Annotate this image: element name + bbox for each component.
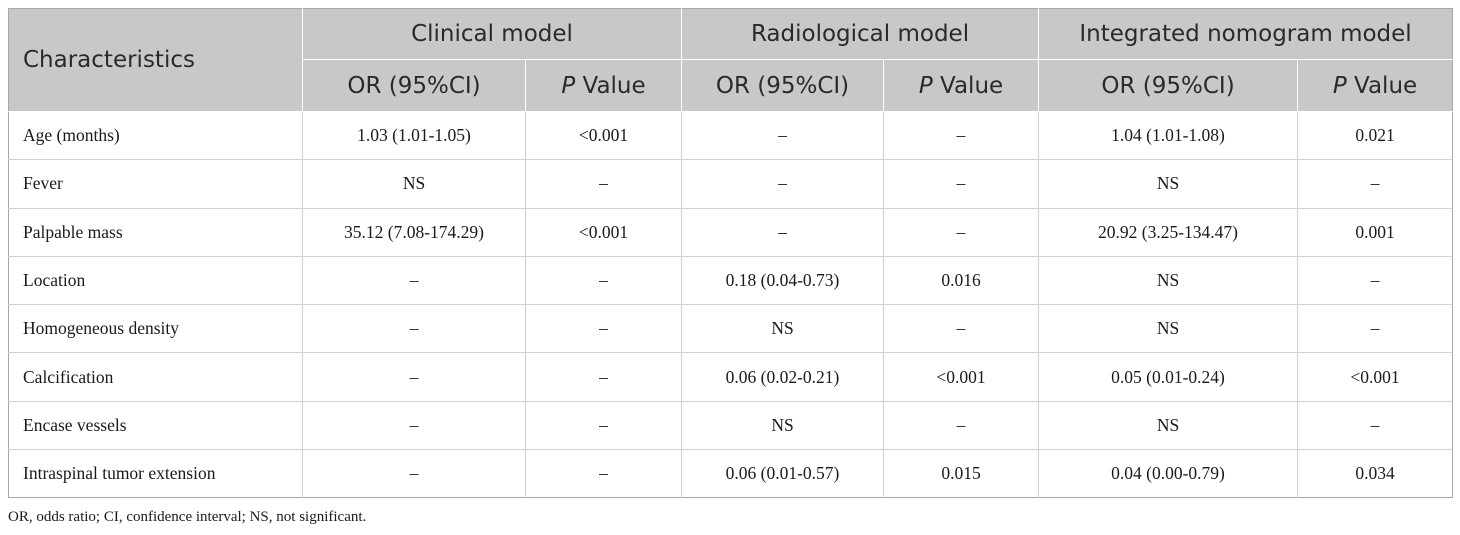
- cell-integrated-p: 0.001: [1297, 208, 1453, 257]
- cell-radiological-or: NS: [681, 401, 884, 451]
- cell-radiological-p: 0.015: [882, 449, 1039, 498]
- cell-radiological-p: –: [882, 304, 1039, 354]
- cell-characteristic: Palpable mass: [8, 208, 303, 257]
- cell-radiological-or: –: [681, 159, 884, 209]
- cell-radiological-or: 0.06 (0.01-0.57): [681, 449, 884, 498]
- cell-integrated-p: <0.001: [1297, 352, 1453, 402]
- table-row: Intraspinal tumor extension – –0.06 (0.01-…: [9, 449, 1453, 498]
- header-integrated-nomogram-model: Integrated nomogram model: [1038, 8, 1453, 60]
- cell-integrated-p: 0.021: [1297, 111, 1453, 161]
- cell-clinical-or: –: [302, 352, 526, 402]
- cell-clinical-p: –: [525, 256, 682, 306]
- cell-characteristic: Homogeneous density: [8, 304, 303, 354]
- header-row-groups: Characteristics Clinical model Radiologi…: [8, 8, 1453, 112]
- cell-clinical-or: 1.03 (1.01-1.05): [302, 111, 526, 161]
- cell-clinical-or: –: [302, 401, 526, 451]
- header-radiological-model: Radiological model: [680, 8, 1039, 60]
- header-p-value: P Value: [1297, 59, 1453, 112]
- cell-integrated-or: 0.04 (0.00-0.79): [1038, 449, 1298, 498]
- cell-clinical-or: –: [302, 256, 526, 306]
- cell-radiological-p: <0.001: [882, 352, 1039, 402]
- cell-integrated-or: NS: [1038, 256, 1298, 306]
- cell-radiological-or: –: [681, 208, 884, 257]
- cell-radiological-or: –: [681, 111, 884, 161]
- cell-radiological-p: –: [882, 159, 1039, 209]
- header-characteristics: Characteristics: [8, 8, 303, 112]
- cell-integrated-or: 20.92 (3.25-134.47): [1038, 208, 1298, 257]
- table-row: Homogeneous density – – NS – NS –: [8, 304, 1453, 354]
- cell-integrated-or: 1.04 (1.01-1.08): [1038, 111, 1298, 161]
- cell-integrated-or: NS: [1038, 304, 1298, 354]
- cell-characteristic: Fever: [8, 159, 303, 209]
- cell-characteristic: Encase vessels: [8, 401, 303, 451]
- cell-radiological-p: –: [882, 111, 1039, 161]
- table-row: Fever NS – – – NS –: [8, 159, 1453, 209]
- cell-clinical-p: –: [525, 352, 682, 402]
- cell-characteristic: Intraspinal tumor extension: [23, 463, 216, 484]
- cell-clinical-or: 35.12 (7.08-174.29): [302, 208, 526, 257]
- cell-clinical-or: –: [302, 304, 526, 354]
- cell-integrated-p: –: [1297, 401, 1453, 451]
- table-row: Location – –0.18 (0.04-0.73) 0.016 NS –: [8, 256, 1453, 306]
- header-row-subcolumns: OR (95%CI) P Value OR (95%CI) P Value OR…: [9, 59, 1453, 112]
- cell-clinical-p: –: [525, 304, 682, 354]
- header-p-value: P Value: [882, 59, 1039, 112]
- cell-clinical-p: <0.001: [525, 208, 682, 257]
- cell-radiological-p: –: [882, 208, 1039, 257]
- cell-radiological-p: 0.016: [882, 256, 1039, 306]
- cell-clinical-or: –: [302, 449, 526, 498]
- table-row: Encase vessels – – NS – NS –: [8, 401, 1453, 451]
- cell-integrated-or: NS: [1038, 401, 1298, 451]
- header-clinical-model: Clinical model: [302, 8, 682, 60]
- table-row: Calcification – –0.06 (0.02-0.21) <0.001 0.0…: [8, 352, 1453, 402]
- table-row: Palpable mass 35.12 (7.08-174.29) <0.001– –…: [8, 208, 1453, 257]
- cell-radiological-or: 0.18 (0.04-0.73): [681, 256, 884, 306]
- header-or-ci: OR (95%CI): [302, 59, 526, 112]
- cell-integrated-p: 0.034: [1297, 449, 1453, 498]
- cell-characteristic: Age (months): [8, 111, 303, 161]
- cell-clinical-p: <0.001: [525, 111, 682, 161]
- header-or-ci: OR (95%CI): [681, 59, 884, 112]
- header-p-value: P Value: [525, 59, 682, 112]
- results-table: Characteristics Clinical model Radiologi…: [8, 8, 1454, 499]
- cell-integrated-or: NS: [1038, 159, 1298, 209]
- cell-clinical-p: –: [525, 449, 682, 498]
- cell-clinical-or: NS: [302, 159, 526, 209]
- cell-clinical-p: –: [525, 401, 682, 451]
- cell-radiological-or: 0.06 (0.02-0.21): [681, 352, 884, 402]
- cell-integrated-p: –: [1297, 304, 1453, 354]
- table-footnote: OR, odds ratio; CI, confidence interval;…: [8, 509, 367, 525]
- table-row: Age (months) 1.03 (1.01-1.05) <0.001– –1.04…: [8, 111, 1453, 161]
- cell-radiological-p: –: [882, 401, 1039, 451]
- table-body: Age (months) 1.03 (1.01-1.05) <0.001– –1.04…: [8, 111, 1453, 498]
- results-table-container: Characteristics Clinical model Radiologi…: [8, 8, 1454, 499]
- cell-clinical-p: –: [525, 159, 682, 209]
- cell-radiological-or: NS: [681, 304, 884, 354]
- header-or-ci: OR (95%CI): [1038, 59, 1298, 112]
- cell-characteristic: Location: [8, 256, 303, 306]
- cell-integrated-p: –: [1297, 159, 1453, 209]
- cell-integrated-or: 0.05 (0.01-0.24): [1038, 352, 1298, 402]
- cell-characteristic: Calcification: [8, 352, 303, 402]
- cell-integrated-p: –: [1297, 256, 1453, 306]
